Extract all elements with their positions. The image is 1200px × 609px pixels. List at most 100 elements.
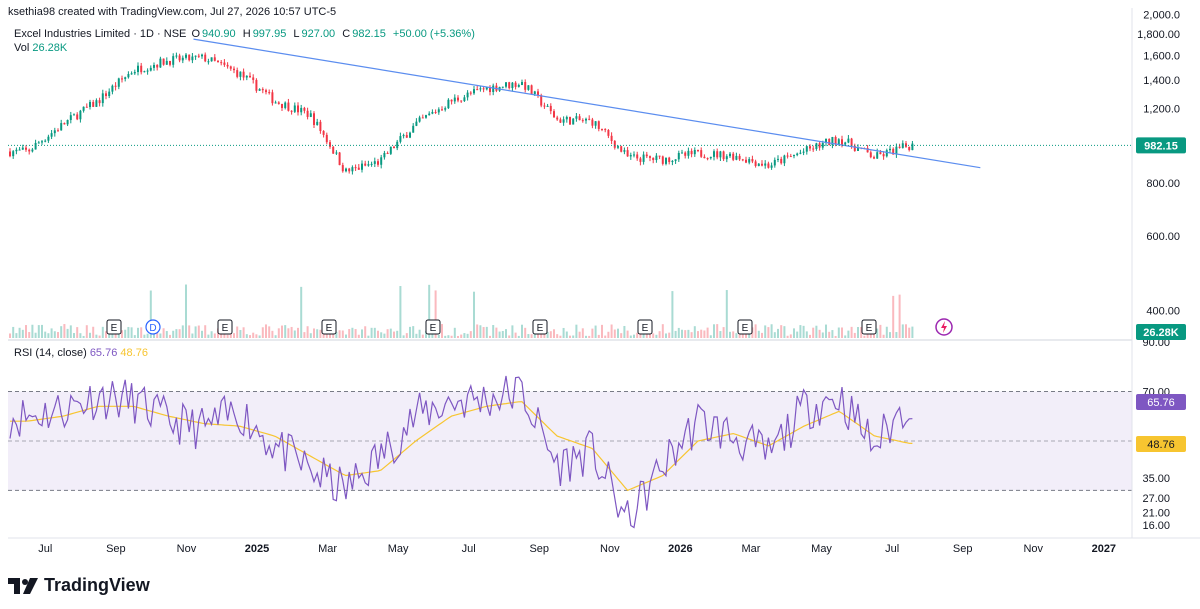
dividend-marker[interactable] [145,319,161,335]
candle-body [217,60,219,63]
candle-body [204,54,207,62]
volume-bar [617,328,619,338]
time-axis[interactable]: Jul Sep Nov 2025 Mar May Jul Sep Nov 2026 Mar May Ju… [38,543,1116,555]
candle-body [325,134,328,143]
candle-body [50,133,53,137]
candle-body [629,155,632,157]
volume-bar [844,335,847,338]
earnings-marker[interactable] [425,319,441,335]
trendline[interactable] [193,38,981,169]
candle-body [460,100,463,102]
tradingview-logo-icon [8,577,38,594]
earnings-marker[interactable] [321,319,337,335]
earnings-marker[interactable] [106,319,122,335]
low-label: L [293,28,300,40]
candle-body [626,150,629,157]
volume-bar [882,334,885,338]
candle-body [892,148,895,155]
price-axis[interactable]: 2,000.0 1,800.00 1,600.0 1,400.0 1,200.0 800.… [1137,10,1180,318]
price-tick-label: 1,800.00 [1137,29,1180,41]
candle-body [805,146,808,152]
candle-body [153,64,155,68]
volume-bar [732,331,735,338]
candle-body [767,163,770,168]
candle-body [165,60,168,65]
volume-bar [82,335,85,338]
candle-body [95,100,98,107]
candle-body [303,107,306,111]
candle-body [284,102,287,108]
brand-logo[interactable]: TradingView [8,575,150,596]
candle-body [236,70,239,77]
symbol-title[interactable]: Excel Industries Limited · 1D · NSE [14,28,187,40]
volume-bar [521,324,523,338]
candle-body [889,148,891,151]
earnings-marker[interactable] [637,319,653,335]
candle-body [287,102,290,111]
volume-bar [463,333,466,338]
earnings-marker-label: E [111,323,118,334]
volume-bar [889,332,891,338]
volume-bar [41,324,43,338]
candle-body [233,68,235,71]
candle-body [268,92,271,94]
candle-body [140,65,143,73]
earnings-marker-label: E [326,323,333,334]
candle-body [463,97,466,102]
volume-bar [188,325,191,338]
candle-body [63,123,66,125]
candles[interactable] [9,52,914,175]
volume-bar [415,333,418,338]
volume-bar [754,324,757,338]
volume-badge: 26.28K [1136,324,1186,340]
candle-body [655,155,658,161]
candle-body [911,143,914,151]
earnings-marker-label: E [430,323,437,334]
candle-body [476,89,479,91]
time-label: Mar [318,543,337,555]
candle-body [213,57,216,61]
volume-bar [293,330,296,338]
volume-bar [434,290,437,338]
volume-bar [786,335,789,338]
volume-bar [204,325,207,338]
earnings-marker[interactable] [532,319,548,335]
rsi-ma-line[interactable] [10,401,913,492]
rsi-line[interactable] [9,375,913,529]
volume-bar [101,326,104,338]
volume-bar [834,335,837,338]
flash-icon[interactable] [935,318,953,336]
price-tick-label: 600.00 [1146,231,1180,243]
earnings-marker-label: E [642,323,649,334]
candle-body [601,128,603,130]
volume-bar [9,333,11,338]
volume-bar [841,327,843,338]
candle-body [847,138,850,143]
volume-bar [201,330,203,338]
candle-body [277,102,280,104]
volume-bar [233,333,235,338]
candle-body [818,143,821,148]
candle-body [9,151,11,157]
candle-body [229,66,232,69]
candle-body [201,54,203,57]
earnings-marker[interactable] [217,319,233,335]
volume-bar [63,324,66,338]
candle-body [441,109,443,111]
candle-body [274,102,277,104]
earnings-marker[interactable] [737,319,753,335]
volume-legend[interactable]: Vol 26.28K [14,42,67,54]
earnings-marker[interactable] [861,319,877,335]
rsi-tick-label: 21.00 [1142,508,1170,520]
volume-bar [498,331,501,338]
volume-bar [905,324,907,338]
volume-bar [175,329,178,338]
rsi-legend[interactable]: RSI (14, close) 65.76 48.76 [14,347,148,359]
volume-bar [668,332,671,338]
candle-body [18,149,21,151]
candle-body [194,55,197,57]
symbol-legend[interactable]: Excel Industries Limited · 1D · NSE O 940… [14,28,477,40]
